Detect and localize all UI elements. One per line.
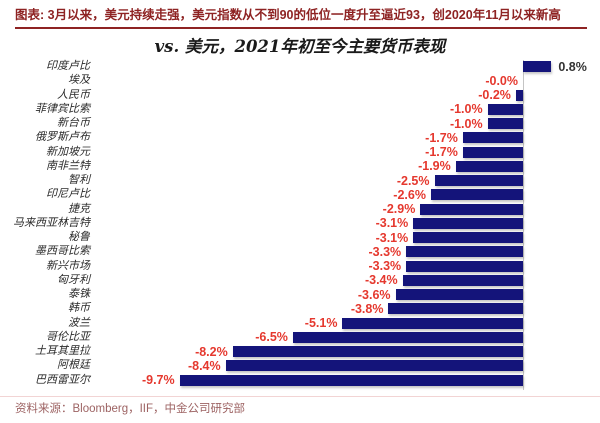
category-label: 秘鲁 — [68, 230, 90, 243]
value-label: -3.4% — [364, 273, 398, 288]
bar — [515, 89, 523, 101]
source-note: 资料来源：Bloomberg，IIF，中金公司研究部 — [15, 403, 246, 415]
bar — [406, 246, 523, 258]
bar — [455, 160, 523, 172]
bar — [462, 132, 523, 144]
bar — [292, 331, 523, 343]
bar — [225, 360, 523, 372]
category-label: 菲律宾比索 — [35, 101, 90, 115]
value-label: -1.0% — [449, 102, 483, 117]
value-label: 0.8% — [558, 59, 587, 74]
zero-axis-line — [523, 60, 524, 390]
value-label: -3.3% — [368, 244, 402, 259]
value-label: -2.5% — [396, 173, 430, 188]
value-label: -0.2% — [478, 88, 511, 102]
chart-plot: 印度卢比 0.8% 埃及 -0.0% 人民币 -0.2% 菲律宾比索 -1.0% 新台币 -1.0… — [0, 59, 600, 390]
value-label: -3.8% — [350, 301, 384, 316]
category-label: 印度卢比 — [46, 59, 90, 72]
category-label: 匈牙利 — [57, 272, 90, 286]
value-label: -1.7% — [425, 145, 458, 159]
bar — [420, 203, 523, 215]
bar — [434, 175, 523, 186]
value-label: -1.7% — [425, 130, 458, 145]
category-label: 马来西亚林吉特 — [13, 215, 90, 229]
value-label: -1.9% — [418, 159, 451, 174]
value-label: -1.0% — [449, 116, 483, 131]
value-label: -3.1% — [375, 216, 409, 231]
bar — [342, 317, 523, 329]
bar — [487, 103, 523, 115]
category-label: 埃及 — [68, 73, 90, 87]
value-label: -6.5% — [255, 330, 288, 345]
category-label: 土耳其里拉 — [35, 344, 90, 357]
category-label: 阿根廷 — [57, 358, 90, 372]
bar — [413, 217, 523, 229]
category-label: 捷克 — [68, 201, 90, 215]
bar — [462, 146, 523, 158]
value-label: -0.0% — [485, 73, 518, 88]
value-label: -2.9% — [382, 202, 416, 216]
bar — [232, 346, 523, 357]
category-label: 印尼卢比 — [46, 187, 90, 201]
bar — [179, 374, 523, 386]
figure-caption: 图表: 3月以来，美元持续走强，美元指数从不到90的低位一度升至逼近93，创20… — [15, 8, 561, 22]
category-label: 新台币 — [57, 116, 90, 129]
category-label: 人民币 — [57, 87, 90, 101]
category-label: 新兴市场 — [46, 258, 90, 272]
value-label: -5.1% — [304, 316, 338, 330]
category-label: 巴西雷亚尔 — [35, 372, 90, 386]
source-rule — [0, 396, 600, 397]
bar — [388, 303, 523, 315]
bar — [523, 61, 552, 72]
value-label: -8.4% — [187, 358, 221, 373]
category-label: 泰铢 — [68, 287, 90, 300]
category-label: 哥伦比亚 — [46, 329, 90, 343]
value-label: -8.2% — [195, 344, 228, 359]
value-label: -3.3% — [368, 259, 402, 273]
bar — [395, 289, 523, 300]
category-label: 墨西哥比索 — [35, 244, 90, 258]
category-label: 南非兰特 — [46, 158, 90, 172]
value-label: -3.1% — [375, 230, 409, 245]
value-label: -3.6% — [357, 287, 391, 302]
category-label: 波兰 — [68, 315, 90, 329]
category-label: 韩币 — [68, 301, 90, 315]
value-label: -2.6% — [393, 187, 426, 202]
bar — [406, 260, 523, 272]
bar — [413, 232, 523, 243]
category-label: 智利 — [68, 173, 90, 186]
value-label: -9.7% — [141, 373, 175, 387]
chart-title: vs. 美元，2021年初至今主要货币表现 — [154, 37, 446, 56]
bar — [402, 274, 523, 286]
category-label: 俄罗斯卢布 — [35, 130, 90, 144]
category-label: 新加坡元 — [46, 144, 90, 158]
bar — [430, 189, 523, 201]
caption-rule — [15, 27, 587, 29]
bar — [487, 118, 523, 129]
